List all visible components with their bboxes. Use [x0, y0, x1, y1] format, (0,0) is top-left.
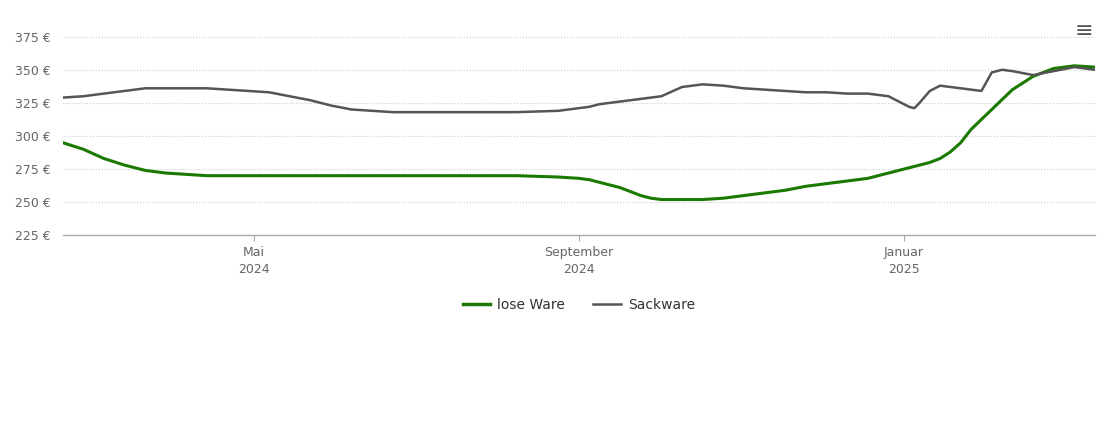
Legend: lose Ware, Sackware: lose Ware, Sackware [457, 292, 700, 317]
Text: ≡: ≡ [1074, 21, 1093, 41]
